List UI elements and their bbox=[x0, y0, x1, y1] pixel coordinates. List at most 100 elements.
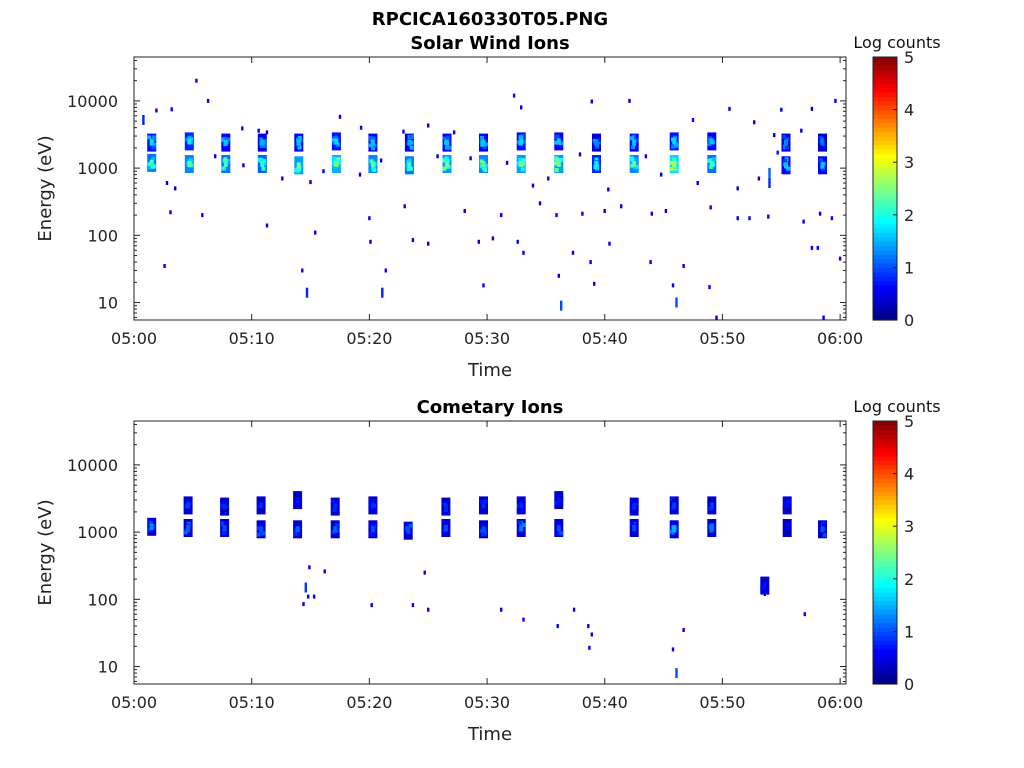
data-speckle bbox=[607, 187, 610, 192]
data-speckle bbox=[411, 603, 415, 608]
data-speckle bbox=[169, 210, 172, 215]
data-speckle bbox=[411, 238, 415, 243]
data-speckle bbox=[500, 213, 503, 218]
data-speckle bbox=[834, 98, 837, 103]
x-tick-label: 05:00 bbox=[111, 693, 157, 712]
colorbar-label: Log counts bbox=[853, 33, 940, 52]
x-axis-label: Time bbox=[467, 724, 512, 745]
data-speckle bbox=[165, 181, 169, 185]
data-cluster bbox=[781, 133, 791, 152]
data-cluster bbox=[221, 155, 231, 173]
heatmap-cells bbox=[147, 491, 827, 679]
data-cluster bbox=[368, 155, 378, 173]
colorbar-tick-label: 5 bbox=[904, 48, 914, 67]
data-speckle bbox=[838, 256, 842, 261]
data-speckle bbox=[305, 287, 309, 298]
data-cluster bbox=[293, 520, 303, 539]
data-cluster bbox=[183, 496, 193, 515]
colorbar-tick-label: 4 bbox=[904, 465, 914, 484]
colorbar-label: Log counts bbox=[853, 397, 940, 416]
data-speckle bbox=[822, 315, 825, 320]
data-speckle bbox=[201, 213, 204, 218]
data-speckle bbox=[358, 172, 362, 177]
data-speckle bbox=[671, 283, 675, 288]
data-speckle bbox=[452, 130, 456, 135]
data-cluster bbox=[404, 133, 414, 152]
data-speckle bbox=[547, 176, 550, 181]
data-cluster bbox=[782, 496, 792, 515]
data-cluster bbox=[220, 519, 230, 537]
data-cluster bbox=[760, 576, 770, 595]
data-cluster bbox=[629, 497, 639, 516]
data-speckle bbox=[728, 106, 731, 111]
data-speckle bbox=[768, 167, 771, 178]
data-speckle bbox=[322, 169, 325, 174]
data-speckle bbox=[664, 209, 668, 213]
data-cluster bbox=[257, 133, 267, 152]
data-speckle bbox=[608, 241, 611, 246]
data-speckle bbox=[660, 172, 663, 177]
y-axis-label: Energy (eV) bbox=[35, 499, 56, 605]
colorbar-tick-label: 3 bbox=[904, 517, 914, 536]
data-cluster bbox=[669, 132, 679, 151]
data-speckle bbox=[314, 230, 317, 235]
data-speckle bbox=[423, 570, 426, 575]
data-cluster bbox=[330, 497, 340, 516]
data-speckle bbox=[736, 186, 739, 191]
data-speckle bbox=[572, 607, 576, 612]
data-cluster bbox=[368, 496, 378, 515]
data-speckle bbox=[505, 160, 509, 165]
data-cluster bbox=[294, 133, 304, 152]
data-speckle bbox=[469, 156, 472, 161]
colorbar-tick-label: 2 bbox=[904, 206, 914, 225]
data-speckle bbox=[780, 107, 783, 112]
data-cluster bbox=[330, 520, 340, 539]
data-speckle bbox=[338, 114, 342, 119]
data-cluster bbox=[669, 520, 679, 539]
data-speckle bbox=[379, 158, 383, 163]
data-cluster bbox=[441, 497, 451, 516]
y-tick-label: 10 bbox=[98, 658, 118, 677]
y-tick-label: 1000 bbox=[77, 159, 118, 178]
data-speckle bbox=[709, 205, 712, 210]
data-speckle bbox=[436, 154, 439, 159]
data-cluster bbox=[256, 520, 266, 539]
data-speckle bbox=[301, 268, 304, 273]
data-speckle bbox=[830, 216, 834, 221]
data-cluster bbox=[221, 133, 231, 152]
data-cluster bbox=[479, 133, 488, 152]
data-cluster bbox=[220, 497, 230, 516]
data-speckle bbox=[142, 115, 145, 125]
data-speckle bbox=[516, 239, 519, 244]
data-speckle bbox=[810, 106, 814, 111]
data-cluster bbox=[669, 155, 679, 173]
data-speckle bbox=[359, 125, 363, 130]
data-speckle bbox=[370, 603, 373, 608]
data-cluster bbox=[403, 521, 413, 540]
data-speckle bbox=[818, 211, 822, 216]
data-speckle bbox=[768, 178, 771, 188]
data-cluster bbox=[331, 132, 341, 151]
data-cluster bbox=[592, 133, 601, 152]
data-cluster bbox=[629, 155, 639, 173]
colorbar-tick-label: 4 bbox=[904, 101, 914, 120]
data-cluster bbox=[442, 155, 452, 173]
data-speckle bbox=[323, 569, 326, 574]
data-cluster bbox=[479, 496, 488, 515]
data-cluster bbox=[294, 156, 304, 175]
data-speckle bbox=[589, 260, 592, 265]
data-cluster bbox=[331, 155, 341, 173]
data-speckle bbox=[590, 99, 593, 104]
data-speckle bbox=[531, 183, 535, 188]
x-tick-label: 05:10 bbox=[229, 329, 275, 348]
y-tick-label: 100 bbox=[87, 590, 118, 609]
data-speckle bbox=[427, 123, 430, 128]
data-speckle bbox=[644, 154, 648, 159]
data-speckle bbox=[763, 592, 766, 596]
data-speckle bbox=[802, 219, 805, 224]
data-speckle bbox=[581, 211, 584, 216]
data-speckle bbox=[381, 287, 384, 298]
x-tick-label: 05:30 bbox=[464, 329, 510, 348]
data-speckle bbox=[671, 647, 675, 652]
